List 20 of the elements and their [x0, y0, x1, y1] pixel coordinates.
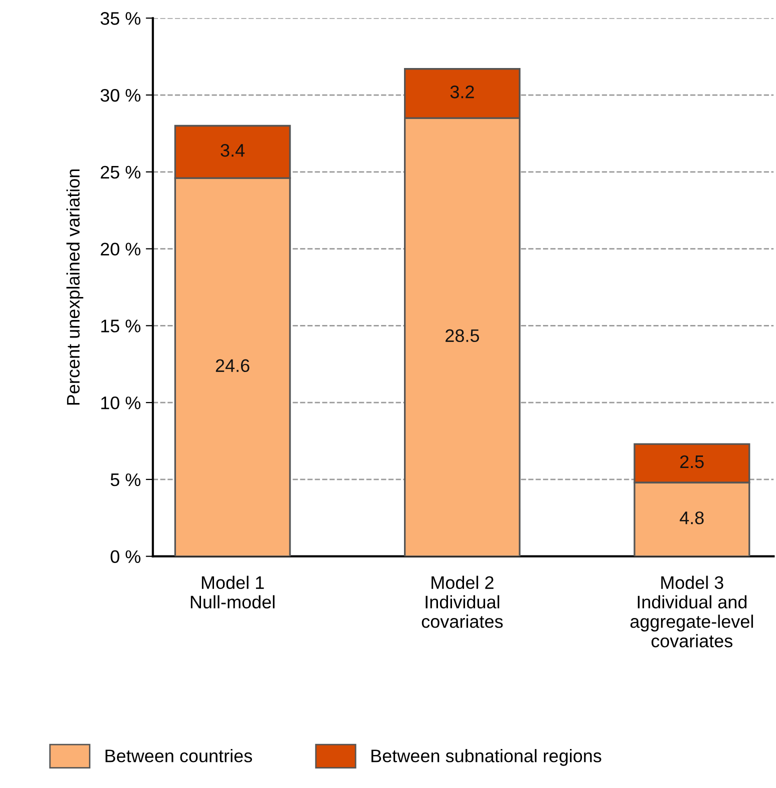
data-label: 3.2: [450, 86, 474, 98]
y-tick-label: 0 %: [110, 550, 140, 564]
y-axis-title: Percent unexplained variation: [66, 169, 84, 405]
x-tick-label: Model 1 Null-model: [190, 576, 275, 608]
y-tick-label: 15 %: [101, 320, 140, 332]
legend-label: Between countries: [106, 749, 252, 762]
y-tick-label: 20 %: [100, 242, 140, 256]
legend-label: Between subnational regions: [372, 749, 602, 766]
y-tick-label: 5 %: [110, 473, 140, 486]
y-tick-label: 25 %: [100, 166, 140, 179]
data-label: 24.6: [216, 359, 250, 372]
x-tick-label: Model 2 Individual covariates: [422, 576, 503, 628]
y-tick-label: 30 %: [100, 88, 140, 102]
data-label: 3.4: [220, 144, 245, 157]
y-tick-label: 10 %: [101, 396, 140, 410]
x-tick-label: Model 3 Individual and aggregate-level covariates: [630, 576, 753, 648]
y-tick-label: 35 %: [100, 12, 140, 25]
data-label: 4.8: [680, 511, 704, 524]
data-label: 2.5: [680, 455, 704, 468]
data-label: 28.5: [446, 329, 480, 342]
